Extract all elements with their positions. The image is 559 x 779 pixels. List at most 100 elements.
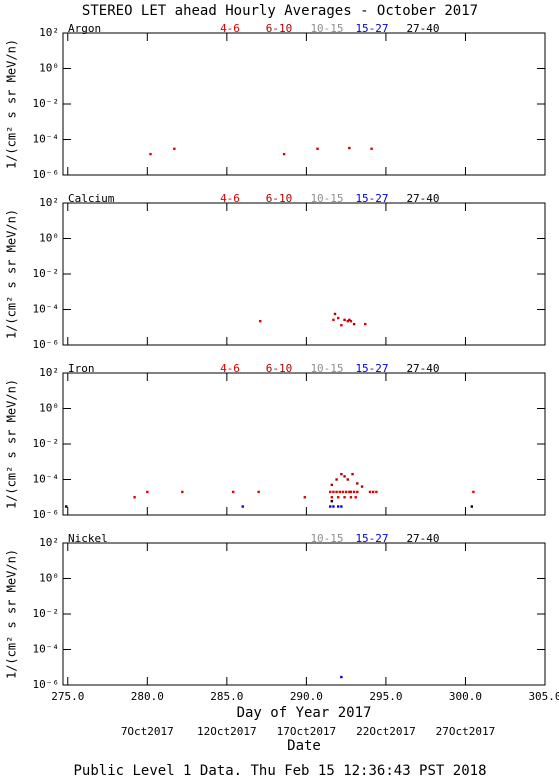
y-tick-label: 10⁰ [39,402,59,415]
y-axis-title: 1/(cm² s sr MeV/n) [5,379,19,509]
x-tick-label: 300.0 [449,690,482,703]
data-point [349,496,353,499]
data-point [340,324,343,327]
x-tick-label: 290.0 [290,690,323,703]
data-point [346,478,349,481]
data-point [335,490,338,494]
legend-entry: 27-40 [406,362,439,375]
x-tick-label: 285.0 [210,690,243,703]
data-point [329,505,332,508]
data-point [340,472,343,476]
data-point [330,499,334,503]
legend-entry: 4-6 [220,22,240,35]
y-axis-title: 1/(cm² s sr MeV/n) [5,549,19,679]
date-label: 7Oct2017 [121,725,174,738]
data-point [332,505,335,508]
x-tick-label: 295.0 [369,690,402,703]
date-label: 22Oct2017 [356,725,416,738]
date-label: 12Oct2017 [197,725,257,738]
y-tick-label: 10⁻⁶ [33,678,60,691]
data-point [356,482,359,485]
x-tick-label: 305.0 [528,690,559,703]
legend-entry: 10-15 [310,362,343,375]
data-point [343,475,346,478]
legend-entry: 15-27 [355,192,388,205]
panel-title: Calcium [68,192,115,205]
data-point [133,496,136,499]
plot-frame [62,202,546,346]
data-point [338,490,341,494]
y-tick-label: 10² [39,366,59,379]
legend-entry: 27-40 [406,192,439,205]
panel-title: Argon [68,22,101,35]
footer: Public Level 1 Data. Thu Feb 15 12:36:43… [73,763,486,779]
data-point [232,490,235,494]
data-point [303,496,306,499]
data-point [352,490,356,494]
data-point [181,490,184,494]
legend-entry: 10-15 [310,532,343,545]
data-point [332,490,335,494]
date-label: 27Oct2017 [436,725,496,738]
data-point [330,483,334,487]
y-tick-label: 10⁰ [39,572,59,585]
data-point [352,322,356,326]
data-point [337,496,340,499]
x-tick-label: 280.0 [131,690,164,703]
legend-entry: 10-15 [310,22,343,35]
panel-title: Iron [68,362,95,375]
y-tick-label: 10⁻⁶ [33,508,60,521]
y-tick-label: 10⁻² [33,607,60,620]
data-point [259,319,262,323]
data-point [371,490,375,494]
legend-entry: 15-27 [355,532,388,545]
data-point [340,675,343,679]
data-point [370,147,373,150]
y-tick-label: 10⁻² [33,97,60,110]
plot-frame [62,32,546,176]
y-tick-label: 10⁻² [33,437,60,450]
data-point [337,316,340,320]
plot-frame [62,372,546,516]
data-point [173,147,176,150]
legend-entry: 6-10 [266,362,293,375]
data-point [316,147,319,150]
plot-frame [62,542,546,686]
data-point [360,485,364,488]
data-point [375,490,378,494]
data-point [354,496,357,499]
data-point [348,318,351,322]
y-tick-label: 10² [39,196,59,209]
data-point [349,490,353,494]
data-point [146,490,149,494]
data-point [348,490,351,494]
legend-entry: 6-10 [266,192,293,205]
y-tick-label: 10⁻⁴ [33,133,60,146]
y-axis-title: 1/(cm² s sr MeV/n) [5,39,19,169]
data-point [335,478,338,481]
data-point [341,490,345,494]
y-tick-label: 10⁻⁴ [33,303,60,316]
data-point [330,496,334,499]
y-tick-label: 10⁻⁴ [33,473,60,486]
legend-entry: 4-6 [220,192,240,205]
data-point [356,490,359,494]
data-point [343,496,346,499]
data-point [64,505,68,508]
data-point [349,319,353,323]
x-tick-label: 275.0 [51,690,84,703]
date-label: 17Oct2017 [277,725,337,738]
data-point [332,318,335,322]
x-axis-title: Day of Year 2017 [237,705,372,721]
y-tick-label: 10² [39,536,59,549]
y-axis-title: 1/(cm² s sr MeV/n) [5,209,19,339]
y-tick-label: 10⁻⁴ [33,643,60,656]
legend-entry: 27-40 [406,532,439,545]
date-axis-title: Date [287,738,321,754]
data-point [344,490,348,494]
data-point [368,490,372,494]
y-tick-label: 10⁻⁶ [33,338,60,351]
chart-title: STEREO LET ahead Hourly Averages - Octob… [82,3,478,19]
legend-entry: 15-27 [355,22,388,35]
